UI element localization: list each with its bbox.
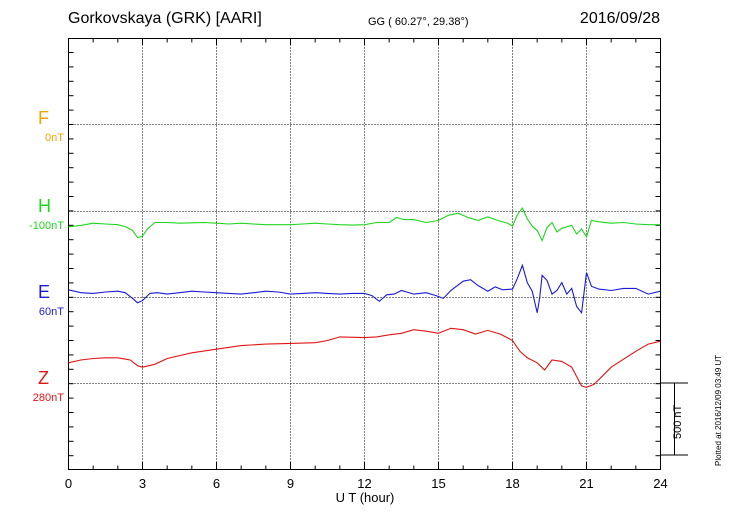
x-axis-label: U T (hour) <box>335 490 395 505</box>
x-tick-label: 9 <box>286 476 295 491</box>
series-line-h <box>68 207 661 242</box>
scale-bar <box>660 382 688 456</box>
series-offset-e: 60nT <box>38 306 64 318</box>
x-tick-label: 6 <box>212 476 221 491</box>
plot-date: 2016/09/28 <box>579 10 660 27</box>
series-name-z: Z <box>38 368 49 388</box>
x-tick-label: 12 <box>357 476 372 491</box>
grid-lines <box>68 38 661 470</box>
series-group <box>68 207 661 388</box>
series-name-f: F <box>38 108 49 128</box>
x-tick-label: 18 <box>505 476 520 491</box>
series-name-h: H <box>38 196 51 216</box>
x-tick-label: 15 <box>431 476 446 491</box>
x-tick-label: 0 <box>64 476 73 491</box>
series-offset-h: -100nT <box>29 220 64 232</box>
series-name-e: E <box>38 282 51 302</box>
plotted-timestamp: Plotted at 2016/12/09 03:49 UT <box>714 354 723 466</box>
station-title: Gorkovskaya (GRK) [AARI] <box>68 10 262 27</box>
series-line-e <box>68 263 661 315</box>
x-tick-label: 24 <box>653 476 668 491</box>
series-line-z <box>68 327 661 388</box>
series-offset-f: 0nT <box>45 132 64 144</box>
scale-bar-label: 500 nT <box>672 404 684 439</box>
x-tick-label: 21 <box>579 476 594 491</box>
geographic-coordinates: GG ( 60.27°, 29.38°) <box>368 16 469 28</box>
x-tick-label: 3 <box>138 476 147 491</box>
axis-ticks <box>68 38 661 470</box>
series-offset-z: 280nT <box>32 392 64 404</box>
